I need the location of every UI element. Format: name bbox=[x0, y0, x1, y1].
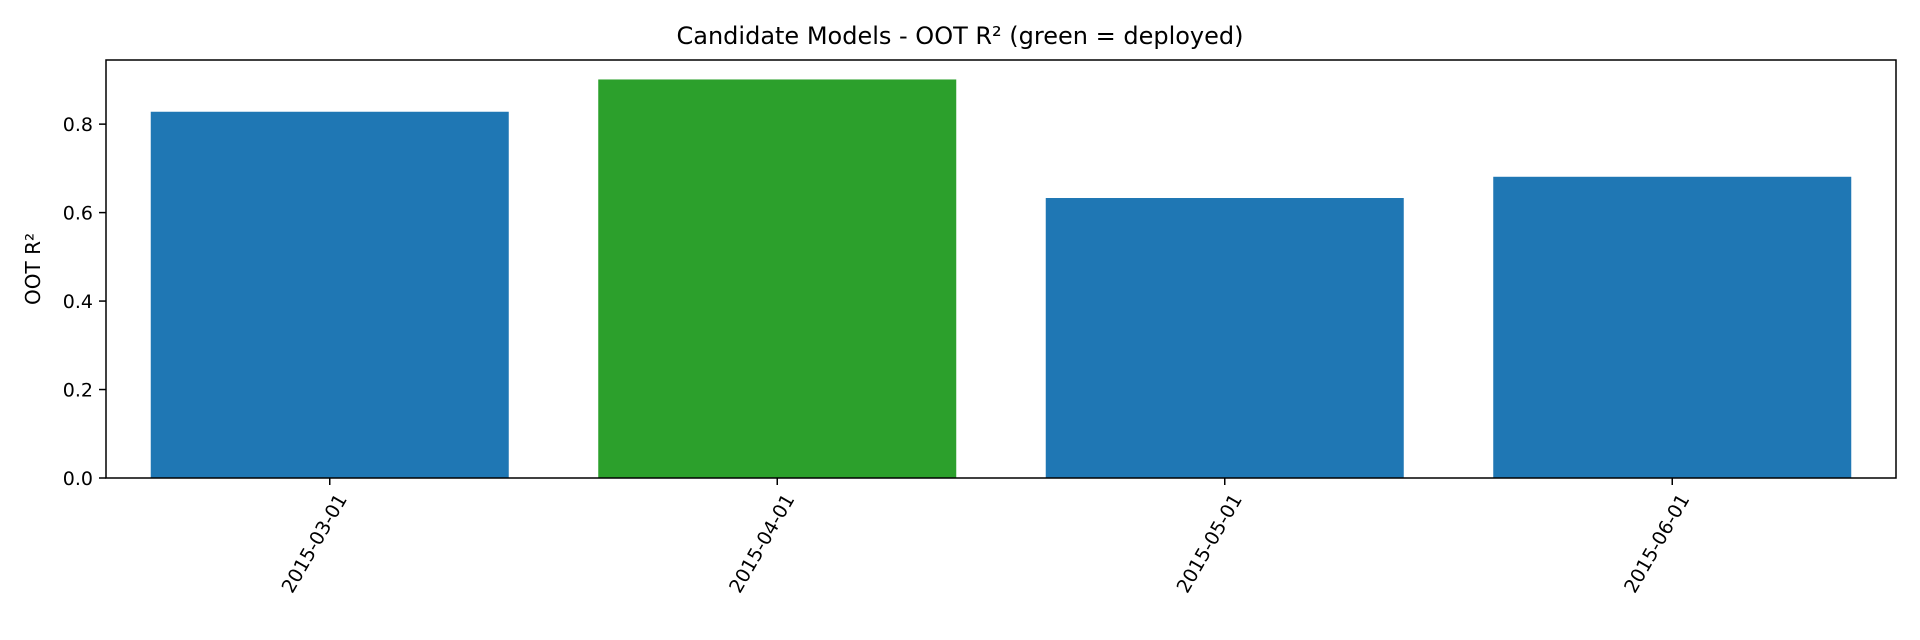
x-tick-label: 2015-05-01 bbox=[1173, 490, 1247, 597]
y-tick-label: 0.4 bbox=[63, 291, 93, 313]
y-tick-label: 0.6 bbox=[63, 203, 93, 225]
x-axis-ticks: 2015-03-01 2015-04-01 2015-05-01 2015-06-01 bbox=[278, 478, 1694, 597]
bar-2015-06-01 bbox=[1493, 176, 1852, 478]
bar-2015-05-01 bbox=[1045, 198, 1404, 478]
y-tick-label: 0.8 bbox=[63, 114, 93, 136]
chart-title: Candidate Models - OOT R² (green = deplo… bbox=[677, 22, 1244, 50]
bars-group bbox=[150, 79, 1852, 478]
bar-2015-03-01 bbox=[150, 111, 509, 478]
x-tick-label: 2015-04-01 bbox=[725, 490, 799, 597]
y-axis-ticks: 0.0 0.2 0.4 0.6 0.8 bbox=[63, 114, 106, 490]
y-tick-label: 0.2 bbox=[63, 380, 93, 402]
x-tick-label: 2015-03-01 bbox=[278, 490, 352, 597]
y-axis-label: OOT R² bbox=[21, 233, 45, 305]
bar-2015-04-01 bbox=[598, 79, 957, 478]
x-tick-label: 2015-06-01 bbox=[1620, 490, 1694, 597]
plot-frame bbox=[105, 59, 1897, 479]
y-tick-label: 0.0 bbox=[63, 468, 93, 490]
